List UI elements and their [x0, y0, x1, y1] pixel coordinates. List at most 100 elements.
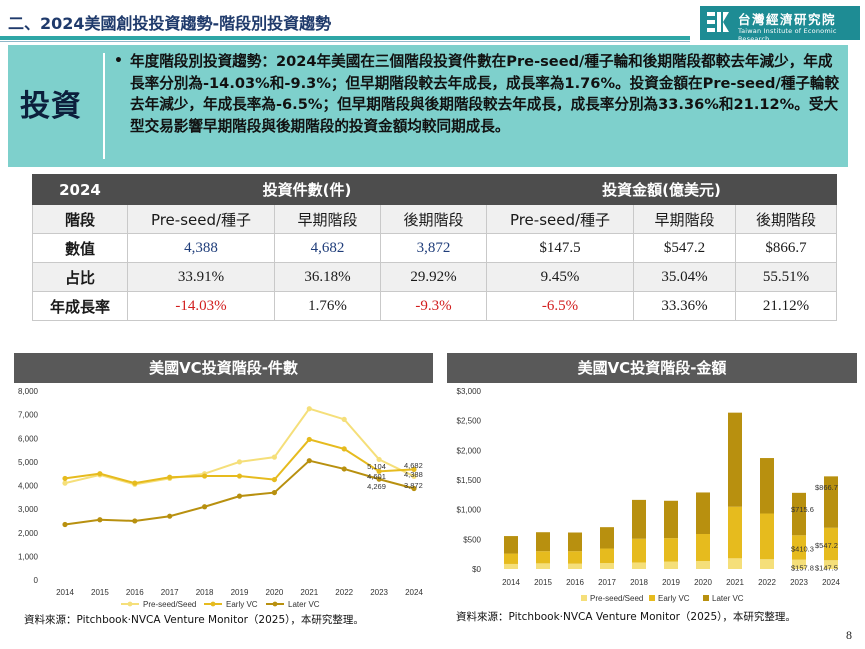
data-label: $157.8: [791, 563, 814, 572]
x-tick-label: 2021: [726, 578, 744, 587]
bullet-dot-icon: •: [114, 53, 123, 69]
data-point: [376, 456, 382, 463]
row-label: 占比: [32, 262, 128, 292]
legend-swatch: [581, 595, 587, 601]
data-point: [97, 517, 103, 523]
data-point: [132, 480, 138, 486]
data-label: $715.6: [791, 505, 814, 514]
data-point: [376, 468, 382, 474]
data-point: [376, 476, 382, 482]
amount-bar-chart: $0 $500 $1,000 $1,500 $2,000 $2,500 $3,000 2014…: [457, 387, 841, 603]
table-cell: -9.3%: [380, 291, 487, 321]
data-point: [271, 476, 277, 483]
x-tick-label: 2014: [502, 578, 520, 587]
logo-english-name: Taiwan Institute of Economic Research: [738, 27, 837, 43]
bar-segment: [760, 513, 774, 560]
bar-segment: [824, 527, 838, 561]
data-point: [411, 485, 417, 492]
table-cell: $147.5: [486, 233, 634, 263]
count-chart-title: 美國VC投資階段-件數: [14, 353, 433, 383]
table-cell: 33.36%: [633, 291, 736, 321]
table-cell: Pre-seed/種子: [127, 204, 275, 234]
summary-label: 投資: [20, 89, 82, 124]
table-group-count: 投資件數(件): [127, 174, 487, 205]
count-chart-source: 資料來源：Pitchbook‧NVCA Venture Monitor（2025…: [24, 614, 364, 626]
summary-divider: [103, 53, 105, 159]
x-tick-label: 2020: [694, 578, 712, 587]
legend-label: Pre-seed/Seed: [590, 594, 643, 603]
x-tick-label: 2015: [534, 578, 552, 587]
bar-segment: [792, 559, 806, 569]
data-label: 4,601: [367, 472, 386, 481]
legend-swatch: [649, 595, 655, 601]
table-row-stage: 階段 Pre-seed/種子 早期階段 後期階段 Pre-seed/種子 早期階…: [32, 204, 837, 234]
data-point: [167, 513, 173, 519]
table-cell: 早期階段: [274, 204, 381, 234]
data-point: [341, 416, 347, 422]
investment-stage-table: 2024 投資件數(件) 投資金額(億美元) 階段 Pre-seed/種子 早期…: [32, 174, 837, 321]
x-tick-label: 2021: [300, 588, 318, 597]
y-tick-label: 8,000: [18, 387, 39, 396]
y-tick-label: $1,500: [457, 476, 482, 485]
table-cell: 21.12%: [735, 291, 837, 321]
table-cell: -14.03%: [127, 291, 275, 321]
bar-segment: [664, 561, 678, 569]
tier-logo-icon: [707, 12, 729, 32]
bar-segment: [728, 558, 742, 569]
data-label: $547.2: [815, 541, 838, 550]
x-tick-label: 2019: [231, 588, 249, 597]
bar-segment: [568, 563, 582, 569]
table-cell: -6.5%: [486, 291, 634, 321]
legend-label: Early VC: [226, 600, 258, 609]
x-tick-label: 2023: [370, 588, 388, 597]
bar-segment: [504, 563, 518, 569]
table-cell: 33.91%: [127, 262, 275, 292]
x-tick-label: 2017: [598, 578, 616, 587]
bar-segment: [632, 562, 646, 569]
table-cell: 後期階段: [735, 204, 837, 234]
legend-label: Later VC: [288, 600, 320, 609]
data-point: [62, 475, 68, 482]
x-tick-label: 2024: [405, 588, 423, 597]
data-point: [411, 466, 417, 472]
bar-segment: [600, 563, 614, 569]
legend-label: Pre-seed/Seed: [143, 600, 196, 609]
bar-segment: [792, 492, 806, 536]
data-label: 4,682: [404, 461, 423, 470]
data-point: [271, 454, 277, 460]
data-point: [271, 489, 277, 496]
data-label: $410.3: [791, 544, 814, 553]
legend-marker: [210, 601, 216, 607]
series-line: [64, 459, 415, 526]
count-line-chart: 0 1,000 2,000 3,000 4,000 5,000 6,000 7,000 8,00…: [18, 387, 423, 609]
data-label: 4,269: [367, 482, 386, 491]
x-tick-label: 2016: [126, 588, 144, 597]
page-title: 二、2024美國創投投資趨勢-階段別投資趨勢: [8, 14, 332, 33]
data-label: 3,872: [404, 481, 423, 490]
amount-chart-source: 資料來源：Pitchbook‧NVCA Venture Monitor（2025…: [456, 611, 796, 623]
legend-label: Early VC: [658, 594, 690, 603]
table-cell: 36.18%: [274, 262, 381, 292]
table-cell: 4,388: [127, 233, 275, 263]
data-point: [97, 471, 103, 477]
y-tick-label: 5,000: [18, 458, 39, 467]
bar-segment: [632, 538, 646, 563]
bar-segment: [600, 527, 614, 549]
y-tick-label: 2,000: [18, 529, 39, 538]
data-point: [411, 473, 417, 479]
logo-chinese-name: 台灣經濟研究院: [738, 12, 837, 27]
data-label: 5,104: [367, 462, 386, 471]
page-number: 8: [846, 628, 852, 642]
table-row-value: 數值 4,388 4,682 3,872 $147.5 $547.2 $866.…: [32, 233, 837, 263]
x-tick-label: 2018: [196, 588, 214, 597]
bar-segment: [536, 551, 550, 564]
table-cell: 後期階段: [380, 204, 487, 234]
legend-label: Later VC: [712, 594, 744, 603]
bar-segment: [696, 560, 710, 569]
title-rule-thin: [0, 41, 690, 42]
y-tick-label: $2,500: [457, 417, 482, 426]
data-point: [236, 493, 243, 499]
data-label: 4,388: [404, 470, 423, 479]
table-cell: 早期階段: [633, 204, 736, 234]
table-cell: 1.76%: [274, 291, 381, 321]
